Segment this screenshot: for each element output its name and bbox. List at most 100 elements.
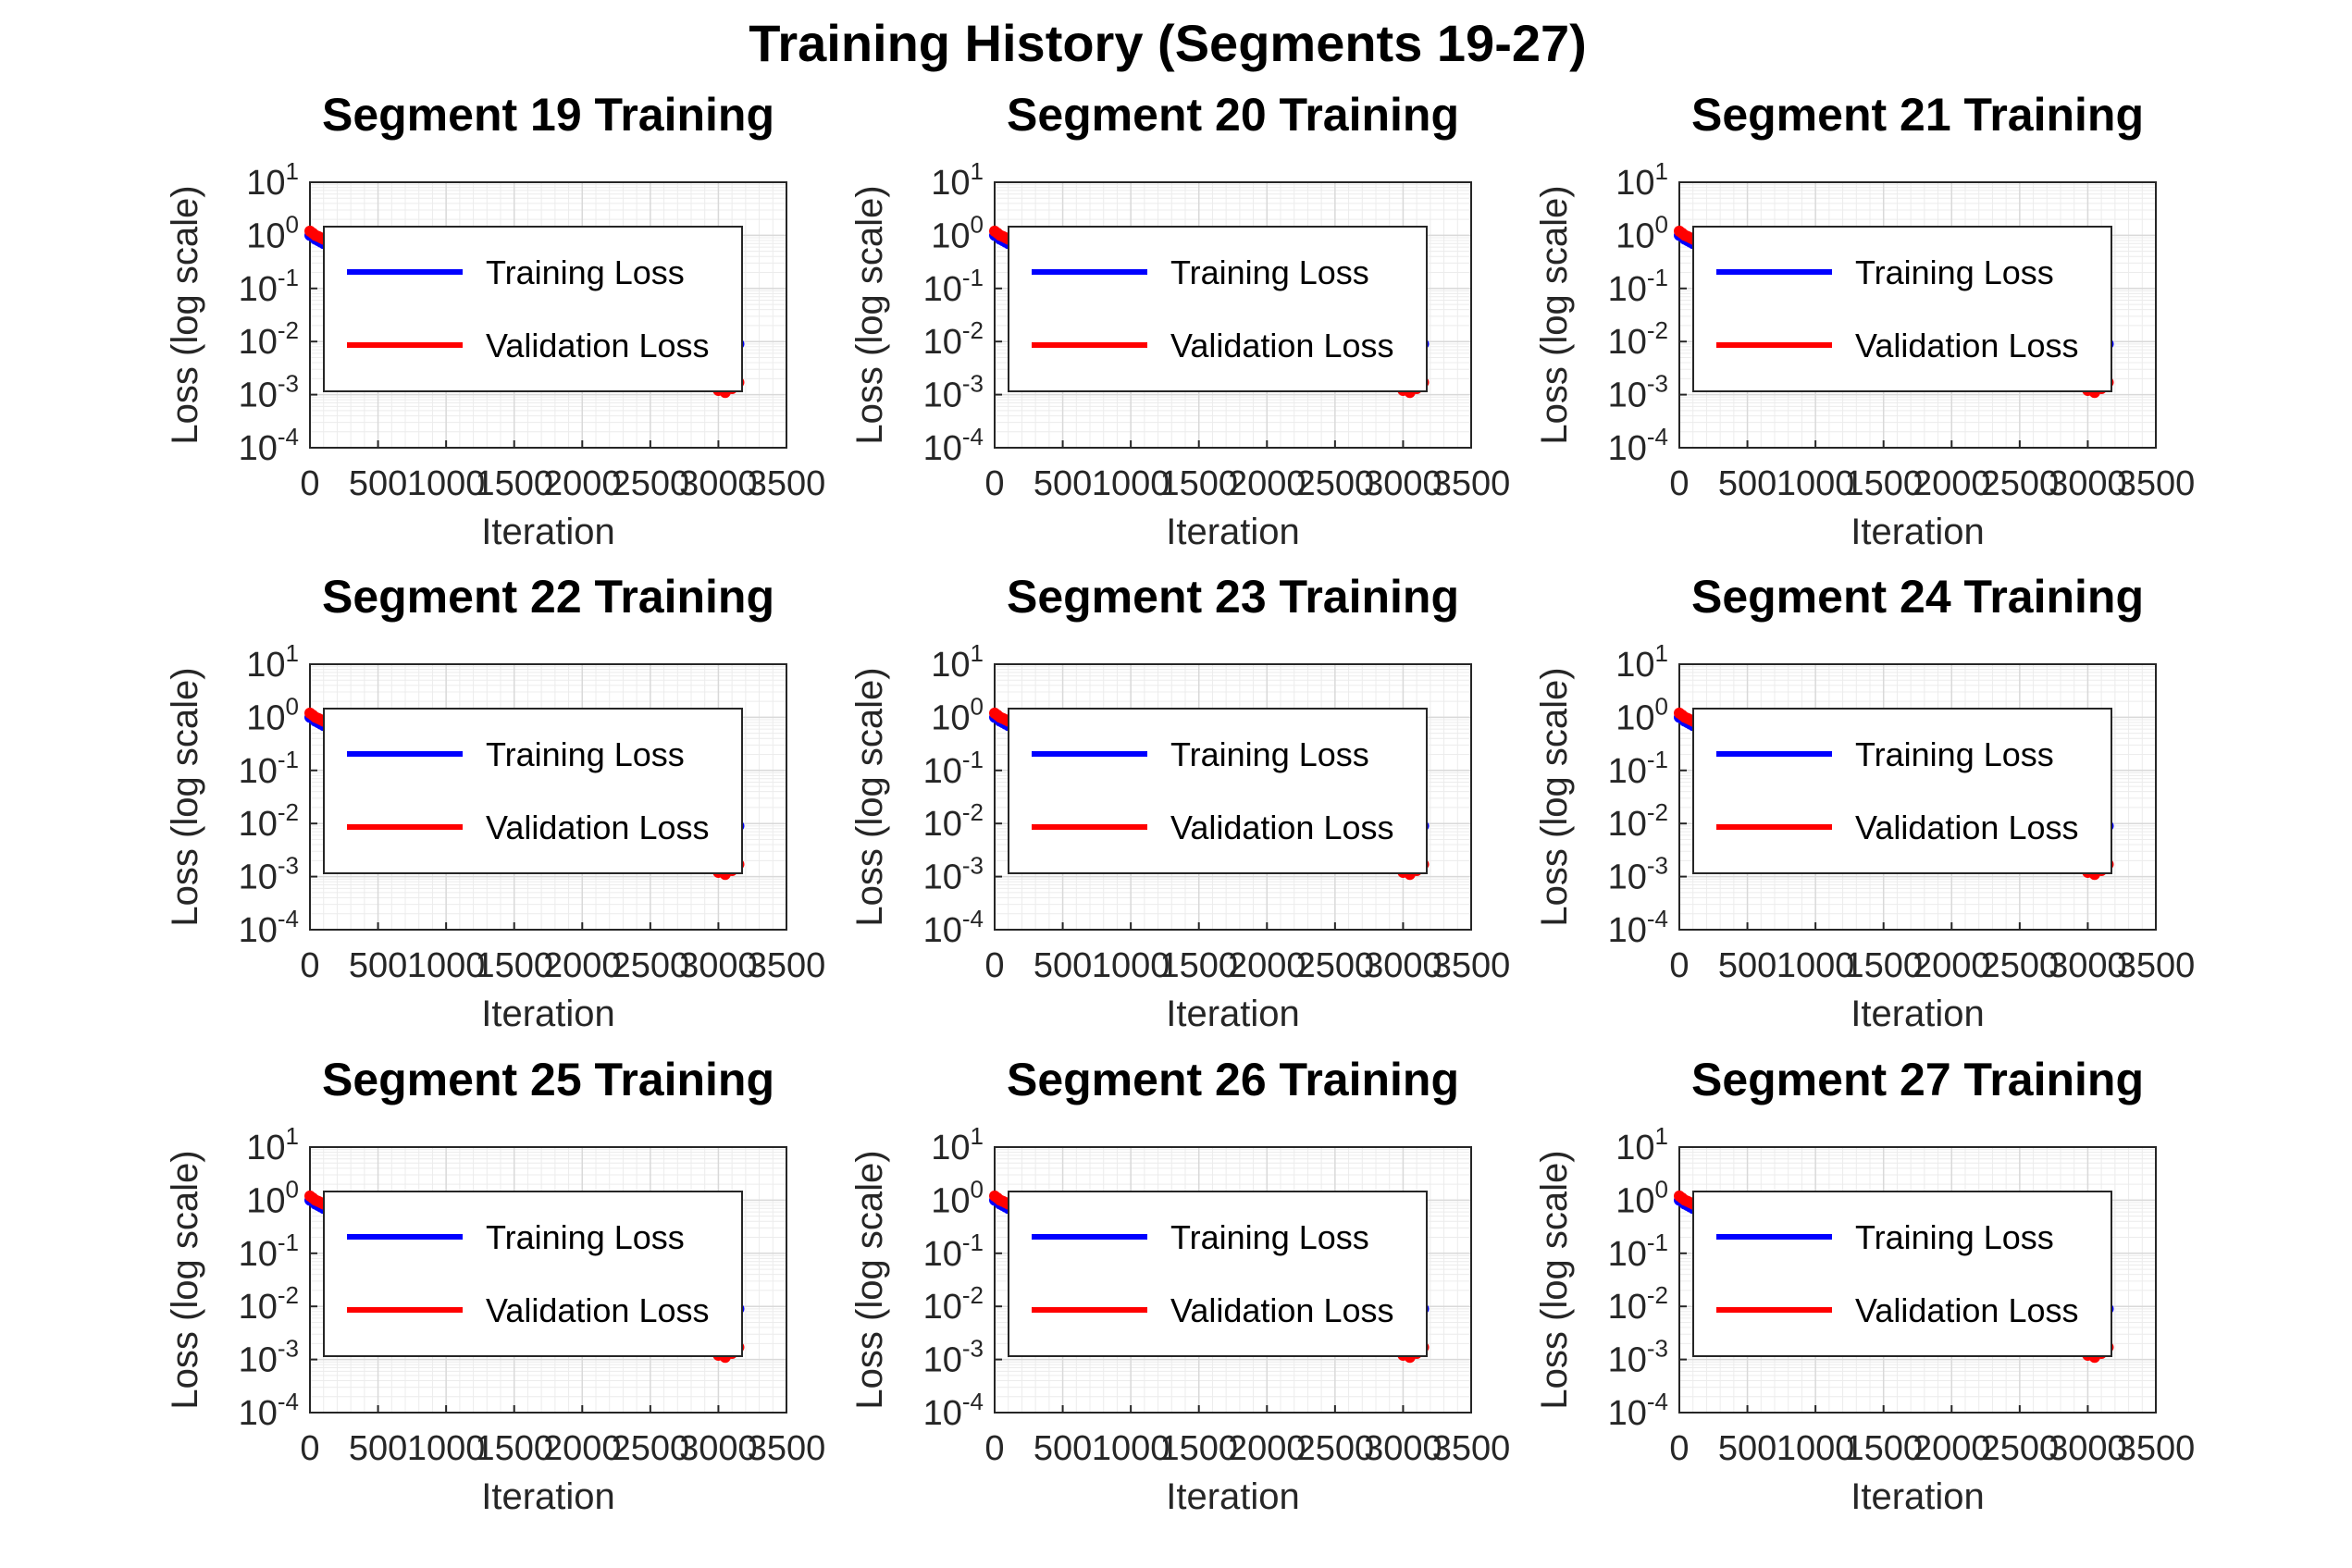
legend-label: Training Loss	[486, 735, 685, 773]
y-tick-exponent: 0	[286, 210, 299, 238]
legend-box	[1692, 708, 2112, 874]
legend-box	[323, 226, 743, 392]
y-axis-label: Loss (log scale)	[1534, 185, 1575, 444]
x-tick-label: 2500	[612, 946, 690, 985]
x-tick-label: 3000	[1364, 464, 1442, 503]
y-tick-label: 10-3	[1608, 1335, 1668, 1380]
x-tick-label: 0	[300, 946, 319, 985]
y-tick-label: 10-3	[1608, 370, 1668, 415]
axes-frame	[1678, 181, 2157, 449]
y-tick-label: 10-2	[923, 316, 984, 362]
x-axis-label: Iteration	[1166, 512, 1300, 552]
y-tick-exponent: -2	[278, 316, 299, 344]
y-tick-exponent: -2	[1647, 316, 1668, 344]
legend-label: Training Loss	[1855, 1218, 2054, 1256]
y-tick-label: 10-3	[923, 370, 984, 415]
y-tick-exponent: -1	[1647, 746, 1668, 773]
figure-title: Training History (Segments 19-27)	[749, 14, 1587, 72]
x-tick-label: 3000	[1364, 1429, 1442, 1468]
x-tick-label: 2000	[1913, 1429, 1991, 1468]
y-axis-label: Loss (log scale)	[849, 667, 890, 926]
y-tick-label: 10-2	[923, 798, 984, 844]
x-tick-label: 500	[349, 464, 407, 503]
x-tick-label: 2000	[543, 464, 622, 503]
legend-label: Training Loss	[1855, 735, 2054, 773]
legend-label: Validation Loss	[486, 327, 710, 364]
y-tick-exponent: 1	[971, 157, 984, 185]
x-tick-label: 3000	[2049, 946, 2127, 985]
y-tick-label: 10-3	[239, 370, 299, 415]
y-tick-label: 10-2	[1608, 1281, 1668, 1327]
axes-frame	[309, 1146, 787, 1414]
y-axis-label: Loss (log scale)	[1534, 667, 1575, 926]
y-tick-label: 10-1	[239, 746, 299, 791]
legend-label: Training Loss	[1170, 253, 1369, 291]
y-tick-label: 10-2	[923, 1281, 984, 1327]
x-tick-label: 3000	[2049, 464, 2127, 503]
y-tick-exponent: -2	[962, 1281, 984, 1309]
x-tick-label: 2000	[543, 1429, 622, 1468]
x-tick-label: 2000	[1228, 946, 1306, 985]
x-tick-label: 2000	[1913, 464, 1991, 503]
y-tick-label: 10-1	[923, 746, 984, 791]
x-tick-label: 3500	[748, 464, 826, 503]
y-tick-label: 10-1	[1608, 264, 1668, 309]
axes-frame	[994, 1146, 1472, 1414]
subplot-title: Segment 20 Training	[1007, 89, 1459, 141]
x-tick-label: 3000	[679, 1429, 758, 1468]
y-tick-label: 10-3	[923, 852, 984, 897]
x-tick-label: 1500	[1159, 464, 1238, 503]
y-tick-exponent: 0	[286, 692, 299, 720]
y-tick-label: 10-2	[1608, 798, 1668, 844]
y-tick-label: 100	[246, 1175, 299, 1220]
y-tick-label: 10-3	[239, 1335, 299, 1380]
y-tick-label: 10-4	[1608, 1388, 1668, 1433]
y-tick-exponent: -1	[278, 746, 299, 773]
x-axis-label: Iteration	[481, 994, 615, 1034]
legend-label: Training Loss	[486, 253, 685, 291]
legend-label: Validation Loss	[1170, 809, 1394, 846]
y-tick-label: 100	[931, 692, 984, 737]
x-tick-label: 1000	[1776, 1429, 1855, 1468]
legend-box	[1692, 1191, 2112, 1357]
y-tick-label: 10-4	[239, 1388, 299, 1433]
x-tick-label: 2500	[1981, 464, 2060, 503]
y-tick-label: 10-1	[239, 264, 299, 309]
y-tick-label: 10-1	[239, 1228, 299, 1274]
axes-frame	[994, 663, 1472, 931]
y-tick-label: 101	[931, 1122, 984, 1167]
y-tick-label: 101	[246, 1122, 299, 1167]
y-tick-label: 10-4	[1608, 423, 1668, 468]
subplot-title: Segment 23 Training	[1007, 571, 1459, 623]
x-tick-label: 2000	[1228, 464, 1306, 503]
y-tick-exponent: -1	[278, 264, 299, 291]
x-tick-label: 2000	[1913, 946, 1991, 985]
y-tick-exponent: -3	[278, 370, 299, 398]
y-axis-label: Loss (log scale)	[1534, 1150, 1575, 1409]
y-tick-exponent: -3	[278, 852, 299, 880]
x-tick-label: 1500	[1844, 464, 1923, 503]
subplot-title: Segment 26 Training	[1007, 1054, 1459, 1105]
x-tick-label: 0	[1669, 946, 1689, 985]
legend: Training Loss Validation Loss	[323, 226, 743, 392]
x-tick-label: 3500	[1432, 946, 1511, 985]
y-tick-label: 10-4	[239, 423, 299, 468]
y-tick-exponent: 1	[1655, 157, 1668, 185]
y-tick-exponent: -4	[278, 423, 299, 451]
y-tick-exponent: 0	[971, 210, 984, 238]
y-tick-exponent: -4	[1647, 1388, 1668, 1415]
x-axis-label: Iteration	[1166, 994, 1300, 1034]
legend: Training Loss Validation Loss	[323, 1191, 743, 1357]
legend-box	[1008, 708, 1428, 874]
y-tick-exponent: -3	[962, 1335, 984, 1363]
subplot-title: Segment 24 Training	[1691, 571, 2144, 623]
y-tick-exponent: -4	[962, 423, 984, 451]
x-tick-label: 1000	[1092, 1429, 1170, 1468]
y-tick-label: 10-4	[239, 905, 299, 950]
